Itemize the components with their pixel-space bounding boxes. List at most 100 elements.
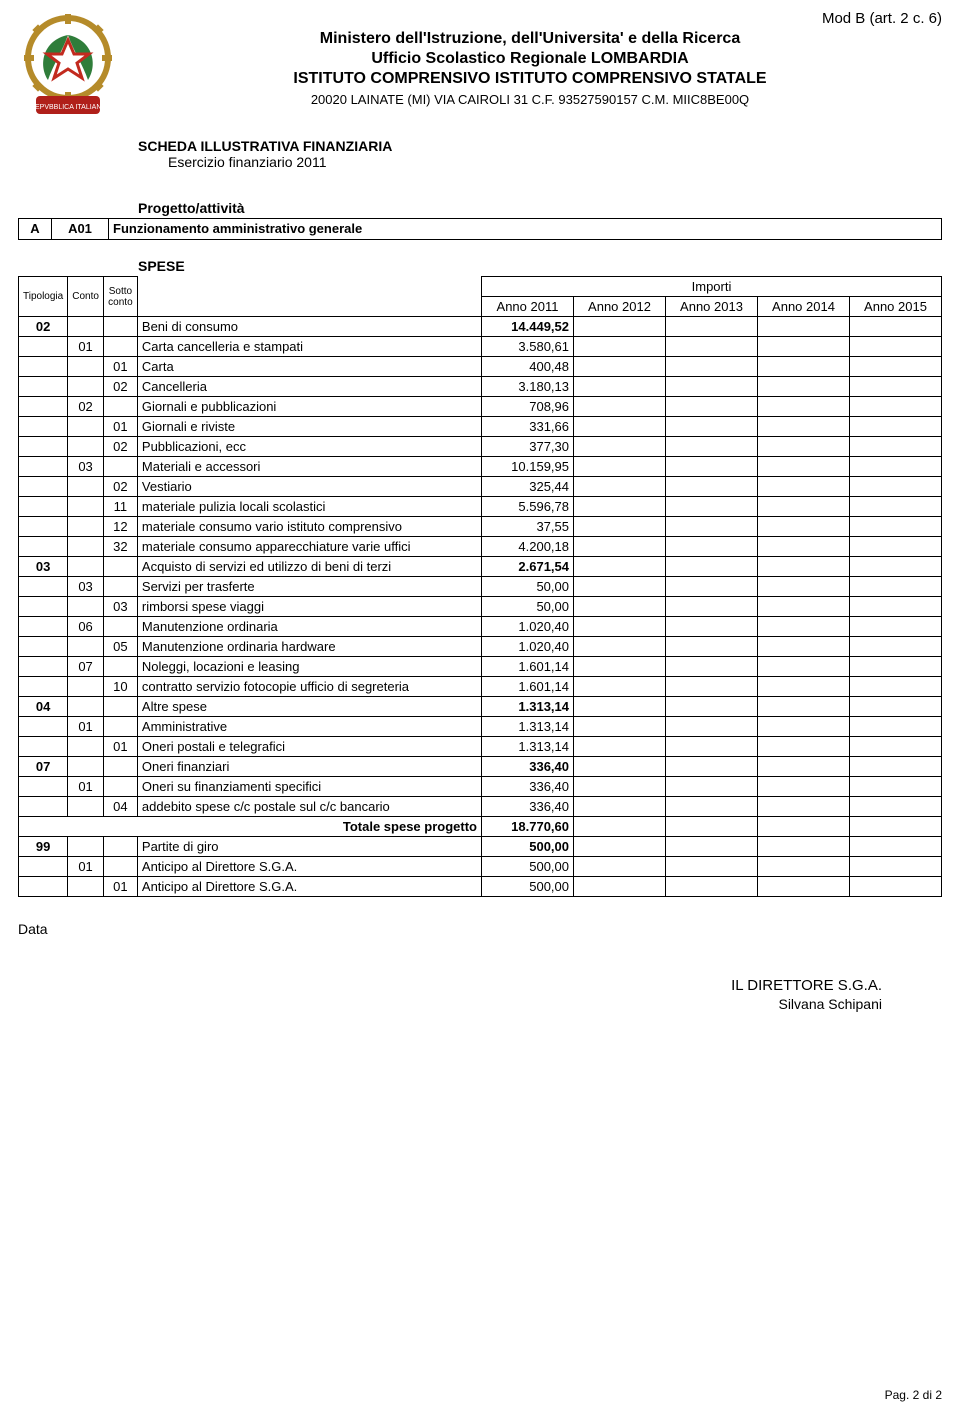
- cell-2012: [574, 577, 666, 597]
- cell-conto: [68, 637, 104, 657]
- table-row: 03Acquisto di servizi ed utilizzo di ben…: [19, 557, 942, 577]
- cell-2013: [666, 837, 758, 857]
- cell-sotto: 03: [103, 597, 137, 617]
- cell-2011: 331,66: [482, 417, 574, 437]
- cell-2014: [758, 357, 850, 377]
- cell-2011: 500,00: [482, 857, 574, 877]
- cell-tipologia: [19, 717, 68, 737]
- table-row: 11materiale pulizia locali scolastici5.5…: [19, 497, 942, 517]
- cell-2013: [666, 757, 758, 777]
- cell-2014: [758, 317, 850, 337]
- cell-2012: [574, 317, 666, 337]
- cell-2014: [758, 777, 850, 797]
- cell-sotto: [103, 837, 137, 857]
- cell-2011: 1.601,14: [482, 677, 574, 697]
- cell-2013: [666, 657, 758, 677]
- cell-conto: [68, 477, 104, 497]
- cell-conto: [68, 377, 104, 397]
- cell-2011: 3.580,61: [482, 337, 574, 357]
- cell-desc: Oneri su finanziamenti specifici: [137, 777, 481, 797]
- cell-sotto: [103, 337, 137, 357]
- cell-conto: 01: [68, 777, 104, 797]
- col-tipologia: Tipologia: [19, 277, 68, 317]
- cell-sotto: [103, 777, 137, 797]
- cell-2012: [574, 337, 666, 357]
- cell-2014: [758, 417, 850, 437]
- cell-tipologia: [19, 677, 68, 697]
- cell-sotto: 01: [103, 417, 137, 437]
- table-row: 01Anticipo al Direttore S.G.A.500,00: [19, 857, 942, 877]
- cell-sotto: [103, 697, 137, 717]
- table-row: 32materiale consumo apparecchiature vari…: [19, 537, 942, 557]
- cell-2014: [758, 397, 850, 417]
- cell-2015: [850, 517, 942, 537]
- cell-2011: 2.671,54: [482, 557, 574, 577]
- table-row: 02Vestiario325,44: [19, 477, 942, 497]
- cell-conto: [68, 417, 104, 437]
- cell-sotto: [103, 757, 137, 777]
- cell-2014: [758, 717, 850, 737]
- cell-2011: 336,40: [482, 777, 574, 797]
- cell-conto: [68, 317, 104, 337]
- cell-2015: [850, 417, 942, 437]
- cell-2012: [574, 737, 666, 757]
- cell-2011: 3.180,13: [482, 377, 574, 397]
- cell-2013: [666, 517, 758, 537]
- table-row: 01Amministrative1.313,14: [19, 717, 942, 737]
- total-2012: [574, 817, 666, 837]
- cell-2011: 50,00: [482, 577, 574, 597]
- cell-2014: [758, 617, 850, 637]
- cell-2014: [758, 477, 850, 497]
- cell-2012: [574, 877, 666, 897]
- cell-2015: [850, 477, 942, 497]
- cell-tipologia: [19, 537, 68, 557]
- header-block: REPVBBLICA ITALIANA Ministero dell'Istru…: [18, 10, 942, 120]
- cell-2011: 1.313,14: [482, 697, 574, 717]
- cell-2015: [850, 857, 942, 877]
- cell-2014: [758, 757, 850, 777]
- cell-2014: [758, 557, 850, 577]
- cell-tipologia: [19, 877, 68, 897]
- col-2011: Anno 2011: [482, 297, 574, 317]
- cell-tipologia: [19, 637, 68, 657]
- cell-2013: [666, 537, 758, 557]
- cell-tipologia: [19, 377, 68, 397]
- cell-2013: [666, 457, 758, 477]
- ministry-line4: 20020 LAINATE (MI) VIA CAIROLI 31 C.F. 9…: [118, 92, 942, 107]
- table-row: 04 Altre spese1.313,14: [19, 697, 942, 717]
- cell-conto: [68, 597, 104, 617]
- cell-2011: 500,00: [482, 837, 574, 857]
- cell-desc: Giornali e riviste: [137, 417, 481, 437]
- cell-2014: [758, 877, 850, 897]
- cell-2013: [666, 417, 758, 437]
- table-row: 02Pubblicazioni, ecc377,30: [19, 437, 942, 457]
- cell-2015: [850, 777, 942, 797]
- cell-conto: [68, 677, 104, 697]
- cell-2011: 14.449,52: [482, 317, 574, 337]
- cell-2011: 37,55: [482, 517, 574, 537]
- col-desc-blank: [137, 277, 481, 317]
- ministry-line3: ISTITUTO COMPRENSIVO ISTITUTO COMPRENSIV…: [118, 70, 942, 88]
- cell-tipologia: [19, 497, 68, 517]
- cell-2012: [574, 397, 666, 417]
- cell-sotto: [103, 457, 137, 477]
- cell-2015: [850, 337, 942, 357]
- cell-2011: 1.313,14: [482, 737, 574, 757]
- table-row: 07Oneri finanziari336,40: [19, 757, 942, 777]
- cell-desc: Altre spese: [137, 697, 481, 717]
- cell-conto: [68, 877, 104, 897]
- table-row: 02Giornali e pubblicazioni708,96: [19, 397, 942, 417]
- cell-conto: [68, 737, 104, 757]
- cell-sotto: [103, 397, 137, 417]
- cell-2013: [666, 617, 758, 637]
- cell-2011: 5.596,78: [482, 497, 574, 517]
- cell-2011: 10.159,95: [482, 457, 574, 477]
- cell-tipologia: [19, 857, 68, 877]
- mod-label: Mod B (art. 2 c. 6): [822, 10, 942, 27]
- progetto-label: Progetto/attività: [138, 200, 942, 216]
- cell-2015: [850, 497, 942, 517]
- cell-conto: [68, 757, 104, 777]
- cell-tipologia: 04: [19, 697, 68, 717]
- cell-2013: [666, 397, 758, 417]
- scheda-title: SCHEDA ILLUSTRATIVA FINANZIARIA: [138, 138, 942, 154]
